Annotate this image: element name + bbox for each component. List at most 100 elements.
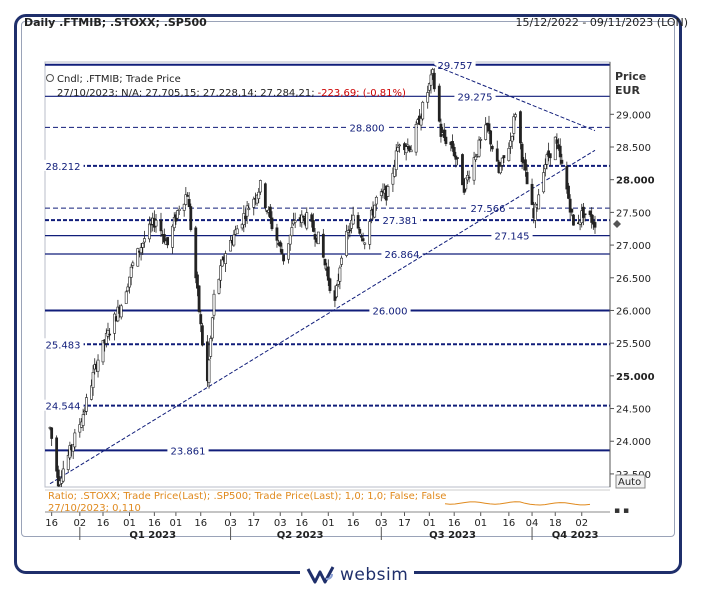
auto-scale-label: Auto (618, 477, 641, 488)
x-tick-label: 18 (549, 518, 562, 529)
candle-body (582, 206, 585, 218)
level-label-bg (381, 247, 423, 259)
candle-body (300, 214, 304, 223)
candle-body (326, 266, 330, 281)
candle-body (90, 385, 93, 400)
candle-body (360, 235, 363, 238)
lower-panel-label: Ratio; .STOXX; Trade Price(Last); .SP500… (48, 491, 446, 502)
y-tick-label: 24.500 (616, 405, 651, 416)
candle-body (543, 164, 547, 170)
candle-body (119, 305, 123, 318)
quarter-label: Q1 2023 (129, 530, 176, 541)
candle-body (421, 101, 425, 120)
level-label: 27.566 (471, 204, 506, 215)
auto-scale-button[interactable] (615, 474, 646, 489)
candle-body (147, 223, 151, 240)
candle-body (479, 139, 483, 141)
trendlines (49, 64, 596, 485)
candle-body (182, 203, 186, 211)
candle-body (247, 208, 251, 210)
candle-body (280, 249, 284, 255)
candle-body (340, 257, 343, 265)
candle-body (196, 274, 199, 289)
candle-body (186, 195, 189, 197)
x-tick-label: 16 (45, 518, 58, 529)
candle-body (379, 191, 383, 196)
candle-body (583, 213, 587, 216)
candle-body (210, 317, 214, 339)
candle-body (509, 140, 512, 147)
candle-body (255, 194, 259, 204)
candle-body (78, 424, 82, 433)
candle-body (335, 285, 338, 298)
trendline (432, 64, 596, 132)
candle-body (232, 234, 236, 246)
candle-body (408, 146, 411, 152)
candle-body (363, 242, 367, 245)
candle-body (116, 306, 120, 322)
y-axis: 23.50024.00024.50025.00025.50026.00026.5… (609, 62, 655, 487)
candle-body (290, 227, 294, 236)
candle-body (172, 217, 176, 229)
candle-body (106, 330, 110, 337)
candle-body (568, 198, 572, 213)
candle-body (212, 293, 216, 316)
candle-body (71, 444, 75, 452)
candle-body (432, 72, 436, 90)
x-tick-label: 03 (224, 518, 237, 529)
candle-body (101, 340, 105, 363)
candle-body (201, 325, 204, 346)
candle-body (404, 146, 408, 154)
candle-body (487, 123, 491, 132)
level-label: 24.544 (46, 402, 81, 413)
candle-body (194, 227, 198, 279)
websim-logo: websim (300, 563, 415, 587)
candle-body (348, 229, 352, 232)
candle-body (126, 286, 130, 292)
candle-body (502, 155, 506, 159)
candle-body (162, 234, 166, 243)
x-tick-label: 01 (474, 518, 487, 529)
candle-body (514, 114, 517, 118)
candle-body (302, 215, 305, 218)
y-tick-label: 29.000 (616, 110, 651, 121)
x-tick-label: 17 (247, 518, 260, 529)
candle-body (588, 210, 592, 215)
level-label-bg (379, 214, 421, 226)
y-tick-label: 26.500 (616, 274, 651, 285)
quarter-label: Q4 2023 (552, 530, 599, 541)
y-tick-label: 28.500 (616, 143, 651, 154)
candle-body (396, 147, 400, 152)
candle-body (275, 227, 279, 241)
x-tick-label: 16 (148, 518, 161, 529)
candle-body (252, 198, 256, 208)
candle-body (258, 180, 262, 193)
candle-body (61, 468, 65, 482)
candle-body (346, 229, 350, 233)
candle-body (393, 166, 396, 177)
axis-title-price: Price (615, 70, 646, 83)
level-label-bg (42, 338, 84, 350)
candle-body (567, 185, 570, 199)
candle-body (68, 445, 72, 459)
candle-body (499, 166, 502, 174)
candle-body (414, 124, 418, 153)
candle-body (555, 139, 559, 144)
lower-panel-value: 27/10/2023; 0,110 (48, 503, 141, 514)
level-label: 29.275 (458, 92, 493, 103)
candle-body (328, 278, 332, 291)
candle-body (159, 220, 163, 232)
candle-body (391, 172, 395, 185)
candle-body (55, 437, 59, 472)
candle-body (305, 212, 309, 229)
candle-body (560, 159, 564, 164)
level-label-bg (454, 90, 496, 102)
candle-body (427, 83, 431, 91)
candle-body (439, 123, 443, 137)
lower-panel-more: ▪ ▪ (614, 506, 629, 516)
candle-body (176, 210, 179, 219)
level-label: 28.212 (46, 162, 81, 173)
level-label: 27.381 (383, 216, 418, 227)
logo-text: websim (340, 565, 409, 585)
